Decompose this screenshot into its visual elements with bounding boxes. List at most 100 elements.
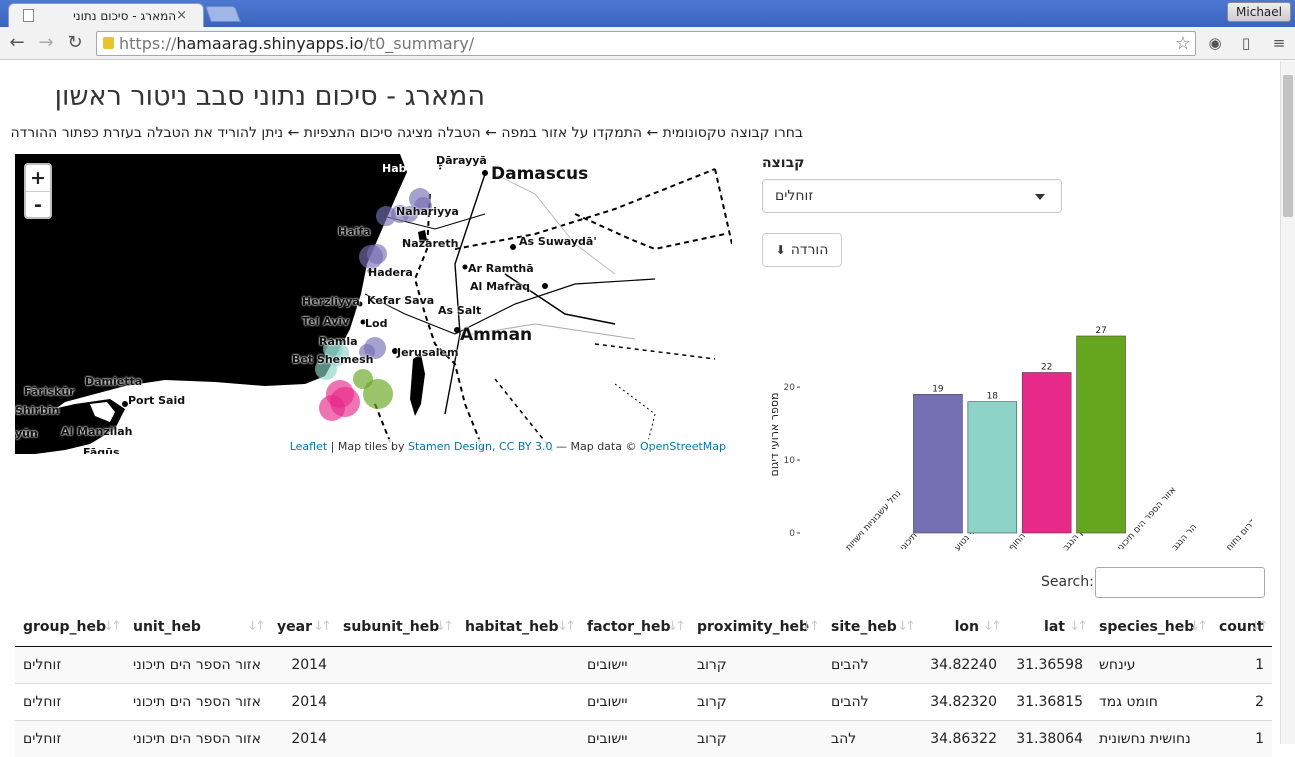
column-header-group-heb[interactable]: group_heb ↓↑ xyxy=(15,608,125,647)
osm-link[interactable]: OpenStreetMap xyxy=(639,440,726,453)
zoom-in-button[interactable]: + xyxy=(30,167,46,189)
bookmark-star-icon[interactable]: ☆ xyxy=(1174,33,1191,54)
column-header-site-heb[interactable]: site_heb ↓↑ xyxy=(823,608,919,647)
column-header-factor-heb[interactable]: factor_heb ↓↑ xyxy=(579,608,689,647)
column-header-lon[interactable]: lon ↓↑ xyxy=(919,608,1005,647)
column-header-proximity-heb[interactable]: proximity_heb ↓↑ xyxy=(689,608,823,647)
table-cell-factor-heb: יישובים xyxy=(579,645,689,683)
close-tab-icon[interactable]: × xyxy=(176,8,187,23)
menu-hamburger-icon[interactable]: ≡ xyxy=(1272,34,1286,52)
table-cell-species-heb: חומט גמד xyxy=(1091,682,1211,720)
column-header-label: year xyxy=(277,618,312,635)
sort-arrows-icon[interactable]: ↓↑ xyxy=(1250,619,1269,634)
stamen-link[interactable]: Stamen Design, CC BY 3.0 xyxy=(408,440,553,453)
table-cell-habitat-heb xyxy=(457,645,579,683)
chart-bar-value-label: 18 xyxy=(987,392,999,402)
column-header-species-heb[interactable]: species_heb ↓↑ xyxy=(1091,608,1211,647)
map-label-ramla: Ramla xyxy=(319,335,358,348)
group-select[interactable]: זוחלים xyxy=(762,179,1062,213)
map-label-fariskur: Fāriskūr xyxy=(24,385,75,398)
table-cell-group-heb: זוחלים xyxy=(15,719,125,757)
sort-arrows-icon[interactable]: ↓↑ xyxy=(801,619,820,634)
table-cell-site-heb: להבים xyxy=(823,645,919,683)
map-label-nahariyya: Nahariyya xyxy=(396,205,459,218)
table-cell-species-heb: נחושית נחשונית xyxy=(1091,719,1211,757)
chart-x-tick-label: נחל עשבוניות וישויות xyxy=(844,489,903,553)
table-cell-lat: 31.36815 xyxy=(1005,682,1091,720)
scrollbar-thumb[interactable] xyxy=(1283,75,1293,217)
table-search-input[interactable] xyxy=(1095,567,1265,598)
map-attribution: Leaflet | Map tiles by Stamen Design, CC… xyxy=(283,439,732,454)
browser-toolbar: ← → ↻ https://hamaarag.shinyapps.io/t0_s… xyxy=(0,27,1295,60)
reload-icon[interactable]: ↻ xyxy=(67,32,83,53)
table-row[interactable]: זוחלים אזור הספר הים תיכוני 2014 יישובים קרו… xyxy=(15,719,1272,757)
table-cell-year: 2014 xyxy=(269,719,335,757)
column-header-label: group_heb xyxy=(23,618,107,635)
sort-arrows-icon[interactable]: ↓↑ xyxy=(435,619,454,634)
column-header-habitat-heb[interactable]: habitat_heb ↓↑ xyxy=(457,608,579,647)
address-bar[interactable]: https://hamaarag.shinyapps.io/t0_summary… xyxy=(96,31,1196,56)
sort-arrows-icon[interactable]: ↓↑ xyxy=(983,619,1002,634)
sort-arrows-icon[interactable]: ↓↑ xyxy=(667,619,686,634)
page-favicon-icon xyxy=(23,9,34,22)
sort-arrows-icon[interactable]: ↓↑ xyxy=(1069,619,1088,634)
column-header-unit-heb[interactable]: unit_heb ↓↑ xyxy=(125,608,269,647)
chart-bar xyxy=(967,401,1018,534)
table-cell-lat: 31.36598 xyxy=(1005,645,1091,683)
map-label-nazareth: Nazareth xyxy=(402,237,459,250)
column-header-subunit-heb[interactable]: subunit_heb ↓↑ xyxy=(335,608,457,647)
group-select-value: זוחלים xyxy=(775,188,814,204)
profile-button[interactable]: Michael xyxy=(1227,2,1291,22)
leaflet-link[interactable]: Leaflet xyxy=(289,440,328,453)
attribution-tiles-text: | Map tiles by xyxy=(327,440,408,453)
zoom-out-button[interactable]: - xyxy=(26,191,50,217)
column-header-year[interactable]: year ↓↑ xyxy=(269,608,335,647)
new-tab-button[interactable] xyxy=(205,6,241,22)
map-label-ar-ramtha: Ar Ramthā xyxy=(468,262,534,275)
map-label-amman: Amman xyxy=(460,325,533,345)
table-body: זוחלים אזור הספר הים תיכוני 2014 יישובים קרו… xyxy=(15,645,1272,757)
table-cell-lon: 34.86322 xyxy=(919,719,1005,757)
page-document-icon[interactable]: ▯ xyxy=(1241,34,1251,52)
table-cell-year: 2014 xyxy=(269,645,335,683)
chart-y-tick-label: 0 xyxy=(789,529,795,539)
table-cell-subunit-heb xyxy=(335,645,457,683)
table-header-row: group_heb ↓↑ unit_heb ↓↑ year ↓↑ subunit_heb ↓↑… xyxy=(15,608,1272,647)
chart-bar xyxy=(913,394,963,534)
url-scheme: https:// xyxy=(119,34,177,53)
map-label-herzliyya: Herzliyya xyxy=(302,295,360,308)
browser-tab[interactable]: המארג - סיכום נתוני × xyxy=(8,3,204,27)
leaflet-map[interactable]: Damascus Dārayyā Habbouch Nahariyya Haif… xyxy=(15,154,732,454)
chart-y-axis-label: מספר ארועי דיגום xyxy=(768,393,781,477)
table-cell-proximity-heb: קרוב xyxy=(689,645,823,683)
sort-arrows-icon[interactable]: ↓↑ xyxy=(313,619,332,634)
map-label-damascus: Damascus xyxy=(491,164,589,184)
table-cell-unit-heb: אזור הספר הים תיכוני xyxy=(125,645,269,683)
extension-shield-icon[interactable]: ◉ xyxy=(1208,34,1222,52)
forward-arrow-icon[interactable]: → xyxy=(38,32,54,53)
table-cell-year: 2014 xyxy=(269,682,335,720)
table-cell-habitat-heb xyxy=(457,682,579,720)
map-label-damietta: Damietta xyxy=(85,375,143,388)
data-table: group_heb ↓↑ unit_heb ↓↑ year ↓↑ subunit_heb ↓↑… xyxy=(15,608,1272,757)
column-header-label: site_heb xyxy=(831,618,897,635)
tab-title: המארג - סיכום נתוני xyxy=(73,8,177,23)
column-header-label: factor_heb xyxy=(587,618,671,635)
sort-arrows-icon[interactable]: ↓↑ xyxy=(247,619,266,634)
sort-arrows-icon[interactable]: ↓↑ xyxy=(897,619,916,634)
sort-arrows-icon[interactable]: ↓↑ xyxy=(557,619,576,634)
table-row[interactable]: זוחלים אזור הספר הים תיכוני 2014 יישובים קרו… xyxy=(15,645,1272,683)
chart-bar xyxy=(1021,372,1072,534)
back-arrow-icon[interactable]: ← xyxy=(9,32,25,53)
column-header-lat[interactable]: lat ↓↑ xyxy=(1005,608,1091,647)
table-row[interactable]: זוחלים אזור הספר הים תיכוני 2014 יישובים קרו… xyxy=(15,682,1272,720)
page-scrollbar[interactable] xyxy=(1280,61,1295,744)
chart-y-tick-label: 20 xyxy=(784,383,796,393)
sort-arrows-icon[interactable]: ↓↑ xyxy=(1189,619,1208,634)
column-header-count[interactable]: count ↓↑ xyxy=(1211,608,1272,647)
table-cell-lon: 34.82320 xyxy=(919,682,1005,720)
chart-x-tick-label: דרום נחוח xyxy=(1225,517,1252,553)
table-search-label: Search: xyxy=(1041,574,1094,590)
download-button[interactable]: ⬇ הורדה xyxy=(762,233,842,267)
sort-arrows-icon[interactable]: ↓↑ xyxy=(103,619,122,634)
